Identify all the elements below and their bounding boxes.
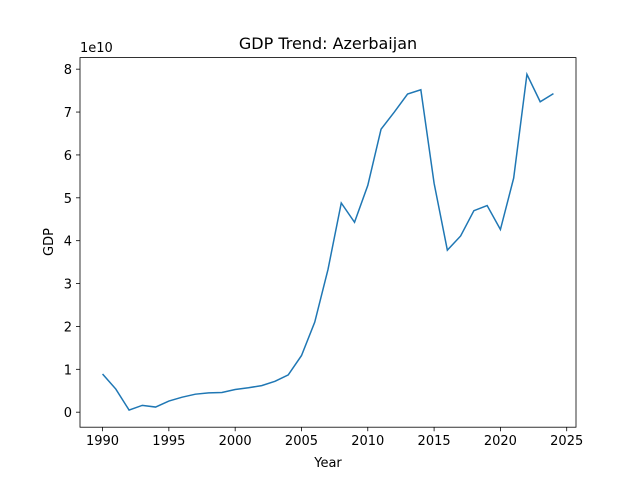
x-tick-label: 2010 <box>351 434 384 449</box>
y-tick-label: 3 <box>64 278 72 293</box>
y-tick-label: 1 <box>64 363 72 378</box>
x-tick-label: 1990 <box>86 434 119 449</box>
x-tick-label: 2025 <box>550 434 583 449</box>
y-tick-label: 4 <box>64 235 72 250</box>
x-tick-label: 1995 <box>152 434 185 449</box>
x-tick-label: 2000 <box>219 434 252 449</box>
axes-frame <box>79 57 577 428</box>
x-axis-label: Year <box>313 456 342 471</box>
y-offset-label: 1e10 <box>80 41 113 56</box>
y-tick-label: 8 <box>64 63 72 78</box>
y-tick-label: 0 <box>64 406 72 421</box>
x-tick-label: 2005 <box>285 434 318 449</box>
y-tick-label: 5 <box>64 192 72 207</box>
x-tick-label: 2015 <box>418 434 451 449</box>
data-line <box>101 71 554 411</box>
y-tick-label: 2 <box>64 320 72 335</box>
y-axis-label: GDP <box>42 228 57 256</box>
x-tick-label: 2020 <box>484 434 517 449</box>
y-tick-label: 7 <box>64 106 72 121</box>
y-tick-label: 6 <box>64 149 72 164</box>
chart-title: GDP Trend: Azerbaijan <box>239 34 417 53</box>
